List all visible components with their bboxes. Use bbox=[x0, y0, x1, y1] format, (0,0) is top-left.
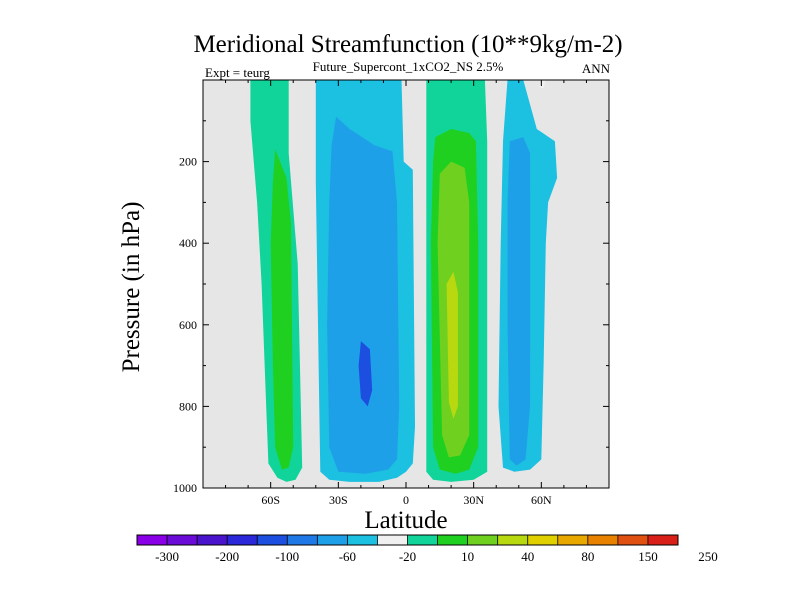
colorbar-label: -100 bbox=[275, 549, 299, 564]
colorbar-frame bbox=[136, 534, 679, 546]
y-tick-label: 1000 bbox=[173, 481, 197, 495]
colorbar-label: 80 bbox=[581, 549, 594, 564]
colorbar-swatch bbox=[467, 535, 499, 545]
region-nh-tropical-cell-core bbox=[446, 271, 458, 419]
x-tick-label: 30S bbox=[329, 493, 348, 507]
colorbar-label: -300 bbox=[155, 549, 179, 564]
colorbar-swatch bbox=[347, 535, 378, 545]
colorbar-swatch bbox=[407, 535, 438, 545]
colorbar-label: -60 bbox=[339, 549, 356, 564]
colorbar-swatch bbox=[197, 535, 228, 545]
region-sh-tropical-cell-core bbox=[358, 341, 373, 407]
colorbar-swatch bbox=[257, 535, 288, 545]
y-tick-label: 400 bbox=[179, 236, 197, 250]
chart-subtitle: Future_Supercont_1xCO2_NS 2.5% bbox=[313, 59, 504, 74]
colorbar-swatch bbox=[437, 535, 469, 545]
y-tick-label: 800 bbox=[179, 399, 197, 413]
colorbar-label: 150 bbox=[638, 549, 658, 564]
colorbar: -300 -200 -100 -60 -20 10 40 80 150 250 bbox=[136, 534, 718, 564]
region-sh-outer-cell-core bbox=[270, 149, 294, 470]
x-tick-label: 30N bbox=[463, 493, 484, 507]
y-tick-label: 600 bbox=[179, 318, 197, 332]
contour-regions bbox=[250, 80, 558, 482]
colorbar-swatch bbox=[497, 535, 529, 545]
colorbar-swatch bbox=[617, 535, 649, 545]
x-tick-label: 0 bbox=[403, 493, 409, 507]
region-sh-tropical-cell-mid bbox=[327, 116, 400, 474]
colorbar-label: -200 bbox=[215, 549, 239, 564]
season-label: ANN bbox=[582, 61, 611, 76]
colorbar-label: -20 bbox=[399, 549, 416, 564]
y-tick-label: 200 bbox=[179, 155, 197, 169]
colorbar-swatch bbox=[287, 535, 318, 545]
colorbar-label: 40 bbox=[521, 549, 534, 564]
colorbar-swatch bbox=[227, 535, 258, 545]
colorbar-swatch bbox=[137, 535, 168, 545]
colorbar-swatch bbox=[557, 535, 589, 545]
x-tick-label: 60S bbox=[261, 493, 280, 507]
colorbar-swatch bbox=[587, 535, 619, 545]
region-polar-notch bbox=[539, 80, 546, 89]
colorbar-swatch bbox=[317, 535, 348, 545]
colorbar-swatch bbox=[167, 535, 198, 545]
colorbar-label: 250 bbox=[698, 549, 718, 564]
axis-ticks: 60S 30S 0 30N 60N 200 400 600 800 1000 bbox=[173, 80, 609, 507]
region-nh-outer-cell-mid bbox=[507, 137, 531, 466]
x-tick-label: 60N bbox=[531, 493, 552, 507]
colorbar-swatch bbox=[647, 535, 679, 545]
experiment-label: Expt = teurg bbox=[205, 65, 270, 80]
x-axis-title: Latitude bbox=[364, 507, 447, 534]
colorbar-label: 10 bbox=[461, 549, 474, 564]
y-axis-title: Pressure (in hPa) bbox=[118, 202, 145, 373]
colorbar-swatch bbox=[527, 535, 559, 545]
colorbar-swatch bbox=[377, 535, 408, 545]
chart-title: Meridional Streamfunction (10**9kg/m-2) bbox=[193, 31, 622, 58]
